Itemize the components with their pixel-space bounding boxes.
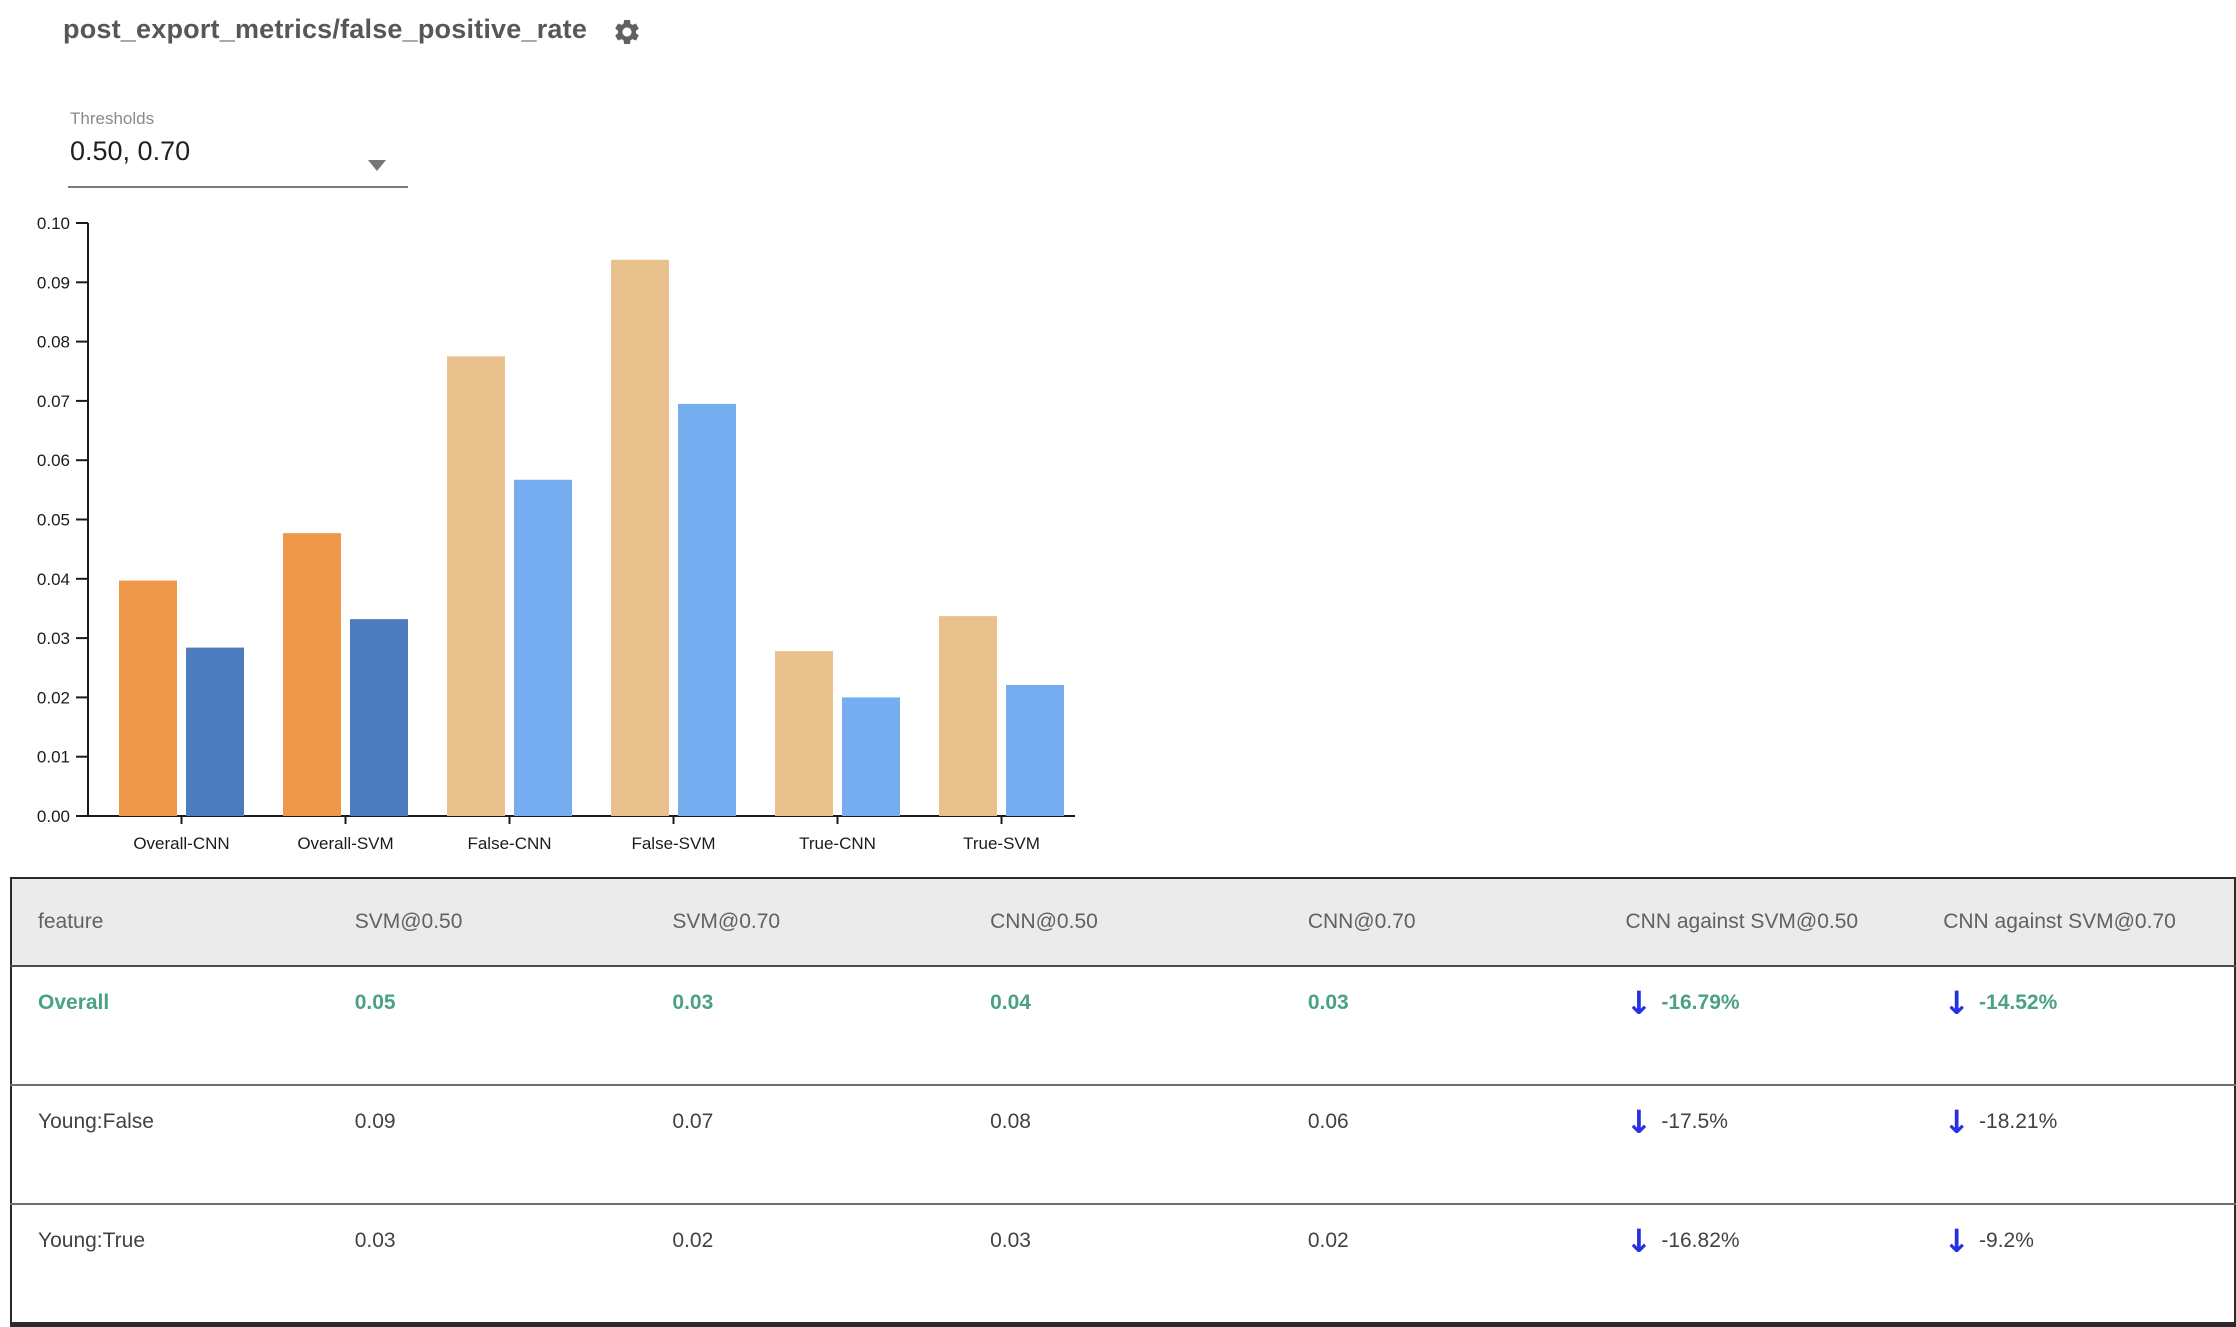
bar-overall-svm-0.50 bbox=[283, 533, 341, 816]
y-axis-tick-label: 0.02 bbox=[37, 688, 70, 707]
table-row: Young:False 0.09 0.07 0.08 0.06 ↓ -17.5% ↓ -18.2… bbox=[11, 1085, 2235, 1204]
y-axis-tick-label: 0.05 bbox=[37, 511, 70, 530]
table-row: Overall 0.05 0.03 0.04 0.03 ↓ -16.79% ↓ -14.52% bbox=[11, 966, 2235, 1085]
metric-value-cell: 0.03 bbox=[1307, 991, 1349, 1014]
table-row: Young:True 0.03 0.02 0.03 0.02 ↓ -16.82% ↓ -9.2% bbox=[11, 1204, 2235, 1325]
x-axis-category-label: False-CNN bbox=[467, 834, 551, 853]
page-title: post_export_metrics/false_positive_rate bbox=[63, 14, 588, 44]
x-axis-category-label: False-SVM bbox=[631, 834, 715, 853]
feature-cell: Young:False bbox=[38, 1110, 154, 1133]
arrow-down-icon: ↓ bbox=[1625, 984, 1653, 1022]
x-axis-category-label: Overall-CNN bbox=[133, 834, 229, 853]
delta-cell: ↓ -14.52% bbox=[1917, 966, 2235, 1085]
bar-false-cnn-0.70 bbox=[514, 479, 572, 816]
column-header-svm-0-70: SVM@0.70 bbox=[672, 910, 781, 933]
column-header-svm-0-50: SVM@0.50 bbox=[354, 910, 463, 933]
arrow-down-icon: ↓ bbox=[1625, 1103, 1653, 1141]
bar-true-svm-0.50 bbox=[939, 616, 997, 816]
settings-gear-icon bbox=[612, 19, 642, 50]
column-header-cnn-0-50: CNN@0.50 bbox=[990, 910, 1098, 933]
feature-cell: Young:True bbox=[38, 1229, 146, 1252]
y-axis-tick-label: 0.01 bbox=[37, 748, 70, 767]
metric-value-cell: 0.06 bbox=[1307, 1110, 1349, 1133]
column-header-cnn-against-svm-0-50: CNN against SVM@0.50 bbox=[1625, 910, 1859, 933]
bar-chart-svg: 0.00 0.01 0.02 0.03 0.04 0.05 0.06 0.07 0.08 0.09… bbox=[37, 214, 1075, 853]
bar-true-svm-0.70 bbox=[1006, 684, 1064, 816]
metric-value-cell: 0.02 bbox=[1307, 1229, 1349, 1252]
bar-overall-cnn-0.50 bbox=[119, 580, 177, 816]
delta-percent: -16.82% bbox=[1661, 1229, 1740, 1252]
bar-false-cnn-0.50 bbox=[447, 356, 505, 816]
thresholds-dropdown[interactable]: 0.50, 0.70 bbox=[68, 134, 408, 188]
bar-false-svm-0.50 bbox=[611, 259, 669, 816]
bar-true-cnn-0.70 bbox=[842, 697, 900, 816]
y-axis-tick-label: 0.04 bbox=[37, 570, 70, 589]
bar-false-svm-0.70 bbox=[678, 403, 736, 816]
delta-cell: ↓ -18.21% bbox=[1917, 1085, 2235, 1204]
delta-percent: -18.21% bbox=[1979, 1110, 2058, 1133]
y-axis-tick-label: 0.00 bbox=[37, 807, 70, 826]
y-axis-tick-label: 0.09 bbox=[37, 273, 70, 292]
delta-percent: -17.5% bbox=[1661, 1110, 1728, 1133]
arrow-down-icon: ↓ bbox=[1625, 1222, 1653, 1260]
metric-value-cell: 0.08 bbox=[990, 1110, 1031, 1133]
metric-value-cell: 0.03 bbox=[990, 1229, 1031, 1252]
thresholds-label: Thresholds bbox=[70, 109, 155, 128]
column-header-feature: feature bbox=[38, 910, 104, 933]
metrics-table: feature SVM@0.50 SVM@0.70 CNN@0.50 CNN@0.70 C… bbox=[10, 877, 2236, 1327]
delta-cell: ↓ -17.5% bbox=[1600, 1085, 1918, 1204]
y-axis-tick-label: 0.06 bbox=[37, 451, 70, 470]
y-axis-tick-label: 0.08 bbox=[37, 333, 70, 352]
column-header-cnn-0-70: CNN@0.70 bbox=[1307, 910, 1416, 933]
metric-value-cell: 0.05 bbox=[354, 991, 396, 1014]
delta-percent: -14.52% bbox=[1979, 991, 2058, 1014]
metrics-table-body: Overall 0.05 0.03 0.04 0.03 ↓ -16.79% ↓ -14.52% Y… bbox=[11, 966, 2235, 1325]
column-header-cnn-against-svm-0-70: CNN against SVM@0.70 bbox=[1943, 910, 2176, 933]
metrics-table-header: feature SVM@0.50 SVM@0.70 CNN@0.50 CNN@0.70 C… bbox=[11, 878, 2235, 966]
bar-overall-svm-0.70 bbox=[350, 619, 408, 816]
y-axis-tick-label: 0.03 bbox=[37, 629, 70, 648]
metric-value-cell: 0.02 bbox=[672, 1229, 714, 1252]
x-axis-category-label: Overall-SVM bbox=[297, 834, 393, 853]
arrow-down-icon: ↓ bbox=[1943, 1222, 1971, 1260]
header-row: feature SVM@0.50 SVM@0.70 CNN@0.50 CNN@0.70 C… bbox=[11, 878, 2235, 966]
metric-value-cell: 0.03 bbox=[354, 1229, 396, 1252]
metric-value-cell: 0.04 bbox=[990, 991, 1031, 1014]
x-axis-category-label: True-CNN bbox=[799, 834, 876, 853]
y-axis-tick-label: 0.07 bbox=[37, 392, 70, 411]
metric-value-cell: 0.07 bbox=[672, 1110, 714, 1133]
caret-down-icon bbox=[368, 160, 386, 171]
bar-true-cnn-0.50 bbox=[775, 651, 833, 816]
arrow-down-icon: ↓ bbox=[1943, 1103, 1971, 1141]
arrow-down-icon: ↓ bbox=[1943, 984, 1971, 1022]
delta-percent: -9.2% bbox=[1979, 1229, 2034, 1252]
metric-value-cell: 0.09 bbox=[354, 1110, 396, 1133]
delta-cell: ↓ -9.2% bbox=[1917, 1204, 2235, 1325]
y-axis-tick-label: 0.10 bbox=[37, 214, 70, 233]
metric-value-cell: 0.03 bbox=[672, 991, 714, 1014]
bar-overall-cnn-0.70 bbox=[186, 647, 244, 816]
delta-cell: ↓ -16.82% bbox=[1600, 1204, 1918, 1325]
delta-percent: -16.79% bbox=[1661, 991, 1740, 1014]
delta-cell: ↓ -16.79% bbox=[1600, 966, 1918, 1085]
feature-cell: Overall bbox=[38, 991, 110, 1014]
settings-button[interactable] bbox=[610, 16, 644, 50]
thresholds-value: 0.50, 0.70 bbox=[70, 136, 191, 166]
false-positive-rate-bar-chart: 0.00 0.01 0.02 0.03 0.04 0.05 0.06 0.07 0.08 0.09… bbox=[0, 200, 1100, 870]
x-axis-category-label: True-SVM bbox=[963, 834, 1040, 853]
